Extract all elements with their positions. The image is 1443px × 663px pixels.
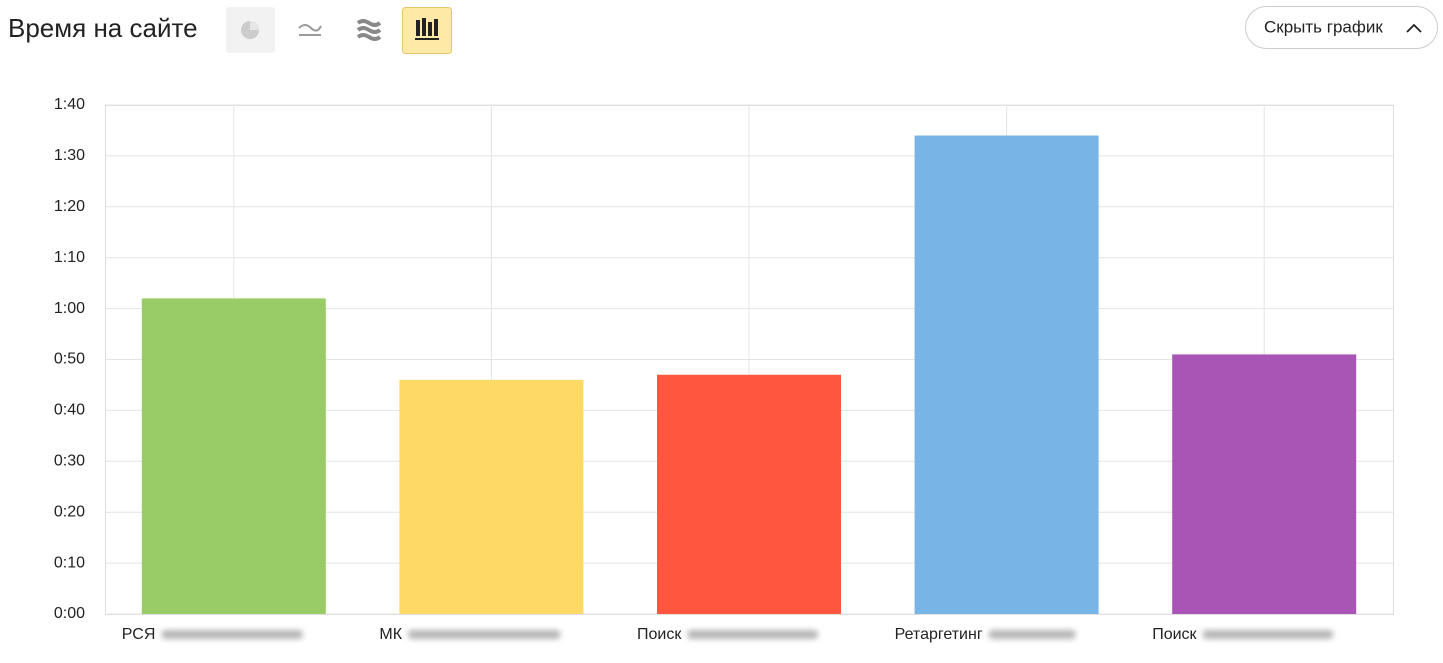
blurred-label [988, 630, 1076, 639]
bar [914, 135, 1099, 615]
y-tick-label: 1:00 [54, 300, 85, 317]
hide-chart-label: Скрыть график [1264, 17, 1383, 36]
bar [657, 374, 841, 614]
y-tick-label: 0:50 [54, 351, 85, 368]
y-tick-label: 0:30 [54, 453, 85, 470]
bar [1172, 354, 1357, 614]
y-tick-label: 1:10 [54, 249, 85, 266]
x-tick-label: Поиск [637, 626, 682, 643]
chart-title: Время на сайте [8, 13, 198, 43]
chart-type-line[interactable] [298, 24, 322, 36]
y-tick-label: 1:40 [54, 96, 85, 113]
x-tick-label: МК [379, 626, 402, 643]
y-tick-label: 1:30 [54, 147, 85, 164]
y-tick-label: 0:10 [54, 554, 85, 571]
y-tick-label: 1:20 [54, 198, 85, 215]
blurred-label [1202, 630, 1334, 639]
x-tick-label: Поиск [1152, 626, 1197, 643]
chart-type-bar[interactable] [402, 7, 452, 54]
bar [399, 379, 584, 614]
bar [141, 298, 326, 614]
x-tick-label: Ретаргетинг [895, 626, 983, 643]
blurred-label [408, 630, 561, 639]
x-tick-label: РСЯ [122, 626, 156, 643]
chart-type-pie[interactable] [226, 7, 275, 53]
y-tick-label: 0:00 [54, 605, 85, 622]
blurred-label [161, 630, 303, 639]
y-tick-label: 0:20 [54, 503, 85, 520]
hide-chart-button[interactable]: Скрыть график [1245, 6, 1438, 49]
y-tick-label: 0:40 [54, 402, 85, 419]
chart-type-area[interactable] [356, 19, 382, 41]
blurred-label [687, 630, 818, 639]
